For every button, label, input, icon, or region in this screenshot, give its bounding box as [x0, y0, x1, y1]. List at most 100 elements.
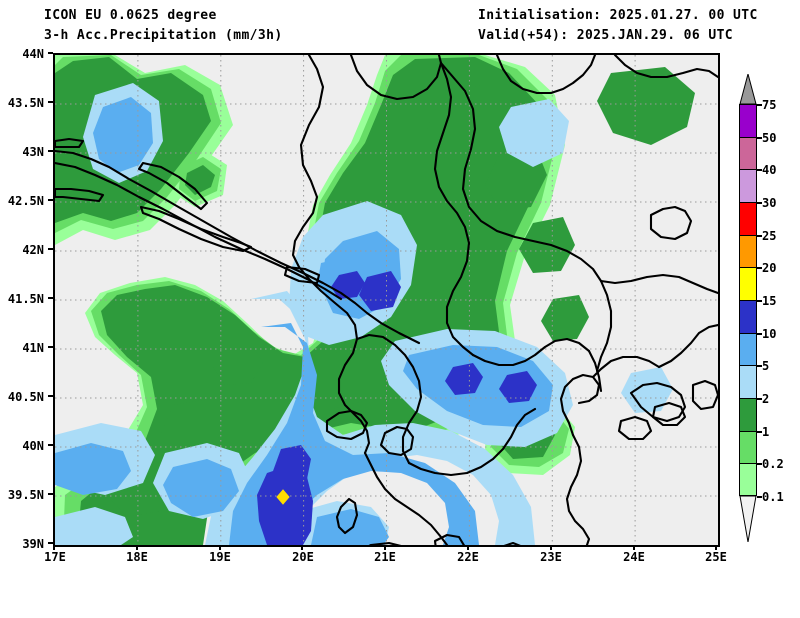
colorbar-band-25-30	[739, 202, 757, 235]
cblabel-30: 30	[762, 196, 777, 210]
coastline-layer	[55, 55, 718, 545]
xtick-20e	[301, 545, 303, 550]
cbtick-50	[757, 136, 762, 139]
xtick-17e	[53, 545, 55, 550]
colorbar-sep	[739, 300, 757, 301]
ytick-41.5n	[48, 297, 53, 299]
cblabel-75: 75	[762, 98, 777, 112]
colorbar-band-20-25	[739, 234, 757, 268]
ytick-39n	[48, 542, 53, 544]
field-name-label: 3-h Acc.Precipitation (mm/3h)	[44, 28, 283, 43]
cbtick-0.1	[757, 496, 762, 498]
colorbar[interactable]	[739, 104, 757, 496]
ylabel-42n: 42N	[22, 243, 44, 257]
xlabel-25e: 25E	[705, 550, 727, 564]
cbtick-15	[757, 300, 762, 302]
ylabel-40n: 40N	[22, 439, 44, 453]
xlabel-24e: 24E	[623, 550, 645, 564]
cblabel-50: 50	[762, 130, 777, 145]
xtick-21e	[384, 545, 386, 550]
cbtick-20	[757, 267, 762, 270]
colorbar-sep	[739, 398, 757, 399]
xtick-19e	[219, 545, 221, 550]
colorbar-sep	[739, 365, 757, 367]
colorbar-sep	[739, 463, 757, 465]
colorbar-sep	[739, 136, 757, 138]
ylabel-39.5n: 39.5N	[7, 488, 44, 502]
ytick-43n	[48, 150, 53, 152]
initialisation-label: Initialisation: 2025.01.27. 00 UTC	[478, 8, 758, 23]
cblabel-25: 25	[762, 228, 777, 243]
colorbar-sep	[739, 104, 757, 105]
cbtick-0.2	[757, 463, 762, 466]
xlabel-18e: 18E	[126, 550, 148, 564]
colorbar-sep	[739, 332, 757, 334]
colorbar-band-5-10	[739, 332, 757, 366]
ylabel-41.5n: 41.5N	[7, 292, 44, 306]
valid-time-label: Valid(+54): 2025.JAN.29. 06 UTC	[478, 28, 734, 43]
colorbar-sep	[739, 495, 757, 496]
cbtick-25	[757, 234, 762, 237]
map-plot-area[interactable]	[53, 53, 720, 547]
ylabel-40.5n: 40.5N	[7, 390, 44, 404]
colorbar-sep	[739, 267, 757, 269]
cbtick-75	[757, 104, 762, 106]
colorbar-sep	[739, 202, 757, 203]
colorbar-sep	[739, 169, 757, 171]
xtick-18e	[136, 545, 138, 550]
cblabel-10: 10	[762, 326, 777, 341]
colorbar-band-2-5	[739, 365, 757, 398]
ylabel-44n: 44N	[22, 47, 44, 61]
cbtick-30	[757, 202, 762, 204]
xtick-22e	[467, 545, 469, 550]
xlabel-19e: 19E	[209, 550, 231, 564]
cbtick-40	[757, 169, 762, 172]
colorbar-sep	[739, 430, 757, 432]
cbtick-2	[757, 398, 762, 400]
colorbar-band-30-40	[739, 169, 757, 202]
ylabel-43n: 43N	[22, 145, 44, 159]
ylabel-41n: 41N	[22, 341, 44, 355]
ytick-41n	[48, 346, 53, 348]
colorbar-band-40-50	[739, 136, 757, 170]
cblabel-20: 20	[762, 261, 777, 276]
ylabel-39n: 39N	[22, 537, 44, 551]
colorbar-band-15-20	[739, 267, 757, 300]
colorbar-sep	[739, 234, 757, 236]
xtick-25e	[715, 545, 717, 550]
ytick-40n	[48, 444, 53, 446]
colorbar-band-0.2-1	[739, 430, 757, 464]
xlabel-21e: 21E	[374, 550, 396, 564]
colorbar-band-10-15	[739, 300, 757, 333]
ylabel-43.5n: 43.5N	[7, 96, 44, 110]
cbtick-10	[757, 332, 762, 335]
colorbar-band-50-75	[739, 104, 757, 137]
xlabel-20e: 20E	[292, 550, 314, 564]
colorbar-top-arrow	[739, 74, 757, 104]
ytick-40.5n	[48, 395, 53, 397]
cblabel-40: 40	[762, 163, 777, 178]
cblabel-2: 2	[762, 392, 770, 406]
cblabel-5: 5	[762, 359, 770, 374]
cblabel-0.1: 0.1	[762, 490, 784, 504]
xtick-24e	[633, 545, 635, 550]
colorbar-band-0.1-0.2	[739, 463, 757, 496]
ylabel-42.5n: 42.5N	[7, 194, 44, 208]
ytick-42.5n	[48, 199, 53, 201]
model-name-label: ICON EU 0.0625 degree	[44, 8, 217, 23]
graticule-gridlines	[55, 55, 718, 545]
xlabel-17e: 17E	[44, 550, 66, 564]
ytick-43.5n	[48, 101, 53, 103]
ytick-44n	[48, 52, 53, 54]
xlabel-22e: 22E	[457, 550, 479, 564]
colorbar-bottom-arrow	[739, 496, 757, 542]
cbtick-1	[757, 430, 762, 433]
cblabel-0.2: 0.2	[762, 457, 784, 472]
xtick-23e	[550, 545, 552, 550]
ytick-42n	[48, 248, 53, 250]
station-marker[interactable]	[276, 489, 290, 505]
cblabel-1: 1	[762, 424, 770, 439]
cbtick-5	[757, 365, 762, 368]
precipitation-map[interactable]	[55, 55, 718, 545]
